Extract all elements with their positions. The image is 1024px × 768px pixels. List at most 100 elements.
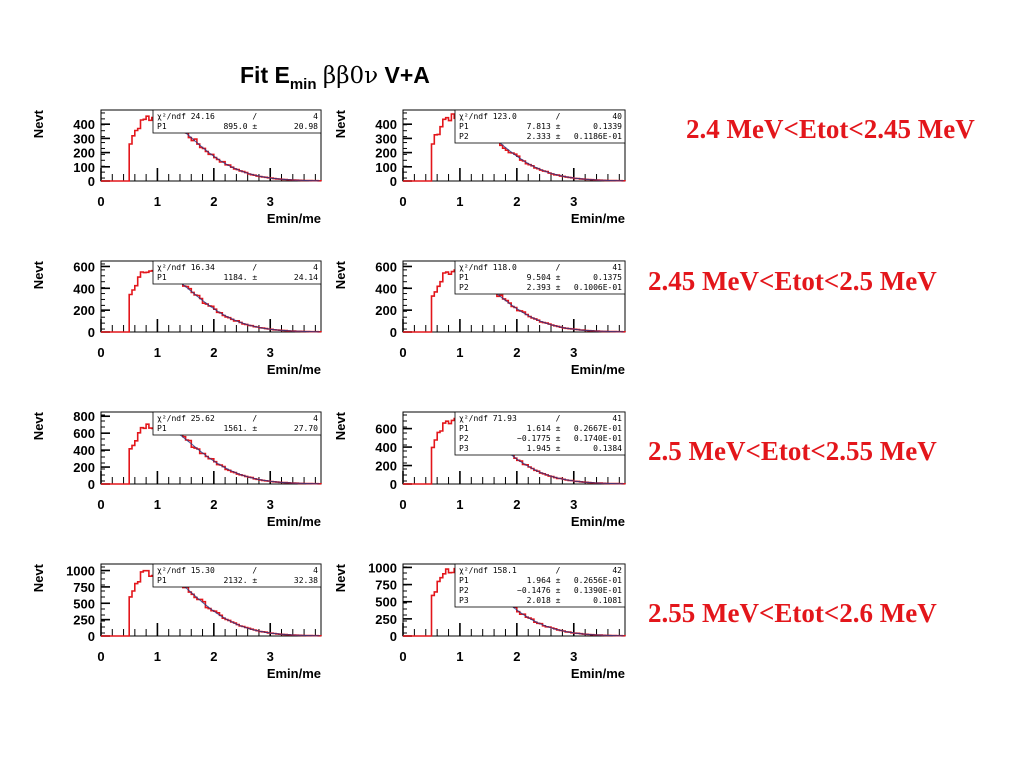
y-tick-label-8-3: 750 bbox=[375, 578, 397, 593]
x-tick-label-4-2: 2 bbox=[513, 345, 520, 360]
y-tick-label-1-0: 0 bbox=[88, 174, 95, 189]
stats-label-8-2: P2 bbox=[459, 586, 469, 595]
stats-label-3-1: P1 bbox=[157, 273, 167, 282]
y-tick-label-8-0: 0 bbox=[390, 629, 397, 644]
stats-value-5-1: 1561. ± bbox=[223, 424, 257, 433]
figure-title: Fit Emin ββ0ν V+A bbox=[240, 62, 430, 93]
stats-error-7-1: 32.38 bbox=[294, 576, 318, 585]
stats-value-4-2: 2.393 ± bbox=[527, 283, 561, 292]
x-axis-title-1: Emin/me bbox=[267, 211, 321, 226]
x-tick-label-7-2: 2 bbox=[210, 649, 217, 664]
x-tick-label-5-3: 3 bbox=[267, 497, 274, 512]
y-tick-label-6-2: 400 bbox=[375, 440, 397, 455]
stats-error-6-3: 0.1384 bbox=[593, 444, 622, 453]
stats-box-4 bbox=[454, 260, 626, 295]
stats-value-8-1: 1.964 ± bbox=[527, 576, 561, 585]
y-tick-label-8-1: 250 bbox=[375, 612, 397, 627]
y-tick-label-2-4: 400 bbox=[375, 117, 397, 132]
y-tick-label-4-3: 600 bbox=[375, 259, 397, 274]
stats-value-3-1: 1184. ± bbox=[223, 273, 257, 282]
y-tick-label-7-4: 1000 bbox=[66, 564, 95, 579]
stats-label-1-0: χ²/ndf 24.16 bbox=[157, 112, 215, 121]
stats-box-8 bbox=[454, 563, 626, 608]
x-tick-label-8-0: 0 bbox=[399, 649, 406, 664]
stats-label-6-0: χ²/ndf 71.93 bbox=[459, 414, 517, 423]
stats-value-6-3: 1.945 ± bbox=[527, 444, 561, 453]
stats-value-2-1: 7.813 ± bbox=[527, 122, 561, 131]
x-axis-title-8: Emin/me bbox=[571, 666, 625, 681]
stats-box-5 bbox=[152, 411, 322, 436]
y-tick-label-7-2: 500 bbox=[73, 596, 95, 611]
x-tick-label-8-1: 1 bbox=[456, 649, 463, 664]
y-tick-label-3-2: 400 bbox=[73, 281, 95, 296]
stats-error-4-1: 0.1375 bbox=[593, 273, 622, 282]
stats-error-3-0: 4 bbox=[313, 263, 318, 272]
stats-label-2-2: P2 bbox=[459, 132, 469, 141]
y-tick-label-8-2: 500 bbox=[375, 595, 397, 610]
x-tick-label-4-0: 0 bbox=[399, 345, 406, 360]
stats-value-4-1: 9.504 ± bbox=[527, 273, 561, 282]
stats-label-2-1: P1 bbox=[459, 122, 469, 131]
x-tick-label-4-3: 3 bbox=[570, 345, 577, 360]
x-tick-label-2-3: 3 bbox=[570, 194, 577, 209]
title-tail: V+A bbox=[384, 62, 430, 88]
stats-error-8-1: 0.2656E-01 bbox=[574, 576, 622, 585]
stats-error-8-0: 42 bbox=[612, 566, 622, 575]
stats-value-8-0: / bbox=[556, 566, 561, 575]
x-tick-label-7-1: 1 bbox=[154, 649, 161, 664]
y-tick-label-1-4: 400 bbox=[73, 117, 95, 132]
title-greek: ββ0ν bbox=[322, 63, 379, 89]
range-label-1: 2.4 MeV<Etot<2.45 MeV bbox=[686, 114, 975, 144]
stats-error-1-1: 20.98 bbox=[294, 122, 318, 131]
x-axis-title-7: Emin/me bbox=[267, 666, 321, 681]
stats-box-6 bbox=[454, 411, 626, 456]
y-tick-label-7-3: 750 bbox=[73, 580, 95, 595]
stats-label-4-0: χ²/ndf 118.0 bbox=[459, 263, 517, 272]
x-tick-label-3-2: 2 bbox=[210, 345, 217, 360]
y-axis-title-8: Nevt bbox=[333, 563, 348, 592]
x-tick-label-1-0: 0 bbox=[97, 194, 104, 209]
y-tick-label-5-2: 400 bbox=[73, 443, 95, 458]
y-tick-label-1-2: 200 bbox=[73, 146, 95, 161]
stats-value-8-3: 2.018 ± bbox=[527, 596, 561, 605]
y-axis-title-2: Nevt bbox=[333, 109, 348, 138]
stats-error-4-0: 41 bbox=[612, 263, 622, 272]
stats-label-7-0: χ²/ndf 15.30 bbox=[157, 566, 215, 575]
x-tick-label-7-0: 0 bbox=[97, 649, 104, 664]
x-tick-label-6-2: 2 bbox=[513, 497, 520, 512]
y-axis-title-5: Nevt bbox=[31, 411, 46, 440]
y-tick-label-7-0: 0 bbox=[88, 629, 95, 644]
stats-label-7-1: P1 bbox=[157, 576, 167, 585]
y-tick-label-3-0: 0 bbox=[88, 325, 95, 340]
x-axis-title-2: Emin/me bbox=[571, 211, 625, 226]
stats-label-1-1: P1 bbox=[157, 122, 167, 131]
y-tick-label-6-0: 0 bbox=[390, 477, 397, 492]
stats-label-8-1: P1 bbox=[459, 576, 469, 585]
stats-value-2-0: / bbox=[556, 112, 561, 121]
y-tick-label-6-1: 200 bbox=[375, 459, 397, 474]
stats-label-3-0: χ²/ndf 16.34 bbox=[157, 263, 215, 272]
y-tick-label-2-2: 200 bbox=[375, 146, 397, 161]
stats-value-6-2: −0.1775 ± bbox=[517, 434, 561, 443]
stats-error-7-0: 4 bbox=[313, 566, 318, 575]
y-tick-label-5-4: 800 bbox=[73, 409, 95, 424]
x-tick-label-4-1: 1 bbox=[456, 345, 463, 360]
stats-value-5-0: / bbox=[252, 414, 257, 423]
y-tick-label-6-3: 600 bbox=[375, 422, 397, 437]
y-tick-label-2-3: 300 bbox=[375, 131, 397, 146]
x-axis-title-6: Emin/me bbox=[571, 514, 625, 529]
y-tick-label-8-4: 1000 bbox=[368, 560, 397, 575]
stats-error-5-0: 4 bbox=[313, 414, 318, 423]
fit-curve-5 bbox=[158, 425, 320, 485]
stats-label-6-1: P1 bbox=[459, 424, 469, 433]
x-axis-title-5: Emin/me bbox=[267, 514, 321, 529]
stats-label-6-2: P2 bbox=[459, 434, 469, 443]
y-tick-label-4-2: 400 bbox=[375, 281, 397, 296]
y-tick-label-2-0: 0 bbox=[390, 174, 397, 189]
stats-error-1-0: 4 bbox=[313, 112, 318, 121]
range-label-4: 2.55 MeV<Etot<2.6 MeV bbox=[648, 598, 937, 628]
y-tick-label-4-0: 0 bbox=[390, 325, 397, 340]
x-tick-label-3-3: 3 bbox=[267, 345, 274, 360]
y-tick-label-4-1: 200 bbox=[375, 303, 397, 318]
x-tick-label-5-0: 0 bbox=[97, 497, 104, 512]
